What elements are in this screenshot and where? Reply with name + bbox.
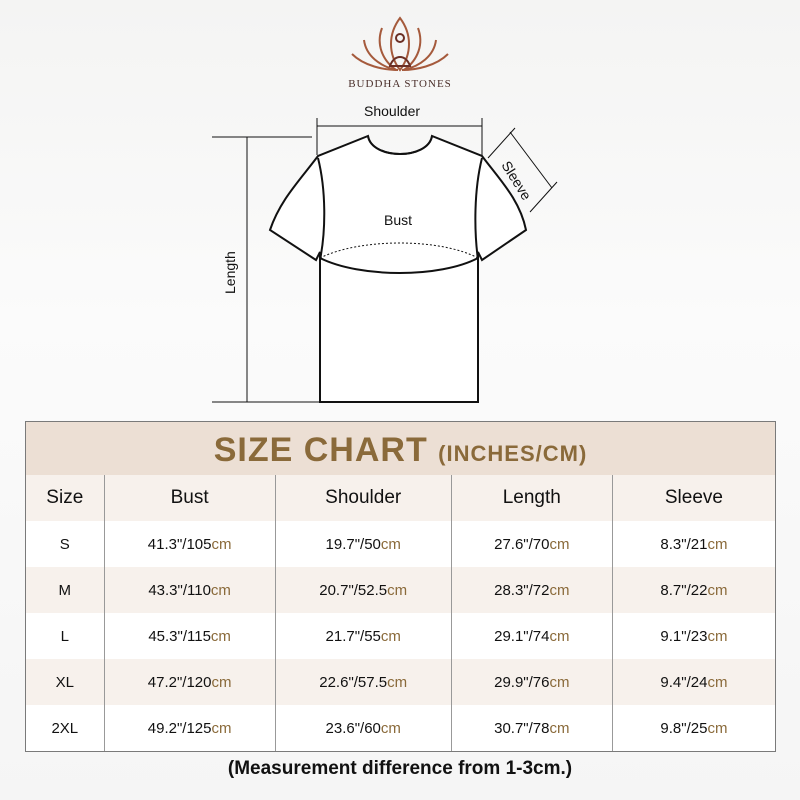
size-cell: M (58, 581, 72, 599)
lotus-meditation-icon (351, 16, 449, 72)
brand-logo: BUDDHA STONES (340, 14, 460, 94)
unit: cm (211, 673, 232, 691)
measurement-cell: 28.3"/72 cm (450, 567, 612, 613)
header-size: Size (46, 487, 84, 508)
measurement-cell: 41.3"/105 cm (103, 521, 275, 567)
unit: cm (380, 719, 401, 737)
value: 27.6"/70 (494, 535, 550, 553)
unit: cm (549, 535, 570, 553)
title-text: SIZE CHART (213, 431, 428, 469)
measurement-note: (Measurement difference from 1-3cm.) (227, 758, 573, 779)
unit: cm (380, 627, 401, 645)
value: 22.6"/57.5 (319, 673, 388, 691)
measurement-cell: 49.2"/125 cm (103, 705, 275, 751)
size-cell: S (59, 535, 70, 553)
unit: cm (707, 535, 728, 553)
unit: cm (380, 535, 401, 553)
table-row: 2XL 49.2"/125 cm 23.6"/60 cm 30.7"/78 cm 9.8"/2… (26, 705, 775, 751)
measurement-cell: 45.3"/115 cm (103, 613, 275, 659)
value: 21.7"/55 (325, 627, 381, 645)
header-length: Length (450, 475, 612, 521)
value: 8.3"/21 (660, 535, 708, 553)
unit: cm (707, 581, 728, 599)
table-row: L 45.3"/115 cm 21.7"/55 cm 29.1"/74 cm 9.1"/23 c… (26, 613, 775, 659)
unit: cm (549, 673, 570, 691)
size-chart-table: SIZE CHART (INCHES/CM) Size Bust Shoulde… (25, 421, 776, 752)
unit: cm (549, 627, 570, 645)
value: 45.3"/115 (148, 627, 211, 645)
value: 9.4"/24 (660, 673, 708, 691)
unit: cm (210, 581, 231, 599)
measurement-cell: 30.7"/78 cm (450, 705, 612, 751)
measurement-cell: 21.7"/55 cm (274, 613, 451, 659)
header-row: Size Bust Shoulder Length Sleeve (26, 475, 775, 521)
table-row: S 41.3"/105 cm 19.7"/50 cm 27.6"/70 cm 8.3"/21 c… (26, 521, 775, 567)
measurement-cell: 19.7"/50 cm (274, 521, 451, 567)
unit: cm (211, 535, 232, 553)
measurement-cell: 29.9"/76 cm (450, 659, 612, 705)
measurement-cell: 43.3"/110 cm (103, 567, 275, 613)
unit: cm (211, 719, 232, 737)
value: 28.3"/72 (494, 581, 550, 599)
value: 49.2"/125 (147, 719, 212, 737)
measurement-cell: 22.6"/57.5 cm (274, 659, 451, 705)
size-chart-title: SIZE CHART (INCHES/CM) (26, 422, 775, 475)
shoulder-label: Shoulder (364, 103, 421, 119)
unit: cm (707, 719, 728, 737)
size-cell: 2XL (51, 719, 79, 737)
table-row: XL 47.2"/120 cm 22.6"/57.5 cm 29.9"/76 cm 9.4"/… (26, 659, 775, 705)
bust-label: Bust (384, 212, 413, 228)
unit: cm (549, 719, 570, 737)
value: 8.7"/22 (660, 581, 708, 599)
unit: cm (549, 581, 570, 599)
value: 20.7"/52.5 (319, 581, 388, 599)
value: 9.1"/23 (660, 627, 708, 645)
value: 29.1"/74 (494, 627, 550, 645)
unit: cm (707, 673, 728, 691)
measurement-cell: 9.8"/25 cm (611, 705, 775, 751)
measurement-cell: 47.2"/120 cm (103, 659, 275, 705)
header-sleeve: Sleeve (611, 475, 775, 521)
value: 43.3"/110 (148, 581, 211, 599)
value: 23.6"/60 (325, 719, 381, 737)
value: 30.7"/78 (494, 719, 550, 737)
value: 41.3"/105 (147, 535, 212, 553)
measurement-cell: 20.7"/52.5 cm (274, 567, 451, 613)
unit: cm (387, 673, 408, 691)
measurement-cell: 8.7"/22 cm (611, 567, 775, 613)
header-shoulder: Shoulder (274, 475, 451, 521)
measurement-cell: 8.3"/21 cm (611, 521, 775, 567)
measurement-cell: 23.6"/60 cm (274, 705, 451, 751)
tshirt-diagram (212, 118, 558, 403)
measurement-cell: 9.4"/24 cm (611, 659, 775, 705)
title-units: (INCHES/CM) (438, 441, 588, 466)
size-cell: L (60, 627, 69, 645)
measurement-cell: 27.6"/70 cm (450, 521, 612, 567)
size-cell: XL (55, 673, 74, 691)
measurement-cell: 9.1"/23 cm (611, 613, 775, 659)
length-label: Length (222, 251, 238, 294)
measurement-cell: 29.1"/74 cm (450, 613, 612, 659)
table-row: M 43.3"/110 cm 20.7"/52.5 cm 28.3"/72 cm 8.7"/2… (26, 567, 775, 613)
value: 47.2"/120 (147, 673, 212, 691)
value: 29.9"/76 (494, 673, 550, 691)
unit: cm (210, 627, 231, 645)
unit: cm (707, 627, 728, 645)
header-bust: Bust (103, 475, 275, 521)
value: 19.7"/50 (325, 535, 381, 553)
brand-name: BUDDHA STONES (348, 78, 452, 90)
unit: cm (387, 581, 408, 599)
value: 9.8"/25 (660, 719, 708, 737)
